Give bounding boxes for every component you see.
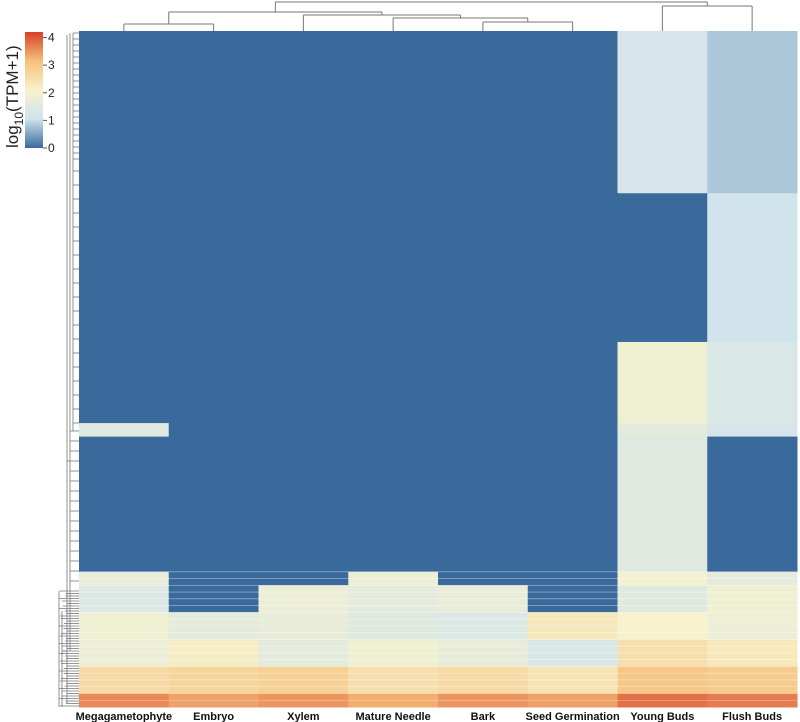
column-label: Young Buds	[630, 711, 694, 722]
heatmap-cell	[258, 341, 349, 424]
heatmap-cell	[79, 31, 170, 194]
heatmap-cell	[707, 423, 798, 438]
heatmap-cell	[438, 31, 529, 194]
heatmap-cell	[348, 436, 439, 573]
column-label: Xylem	[287, 711, 320, 722]
heatmap-cell	[79, 193, 170, 343]
column-label: Seed Germination	[526, 711, 620, 722]
legend-tick-label: 2	[48, 86, 55, 100]
row-dendrogram	[58, 32, 79, 707]
heatmap-cell	[617, 341, 708, 424]
heatmap-cell	[348, 193, 439, 343]
legend-title-sub: 10	[12, 112, 26, 126]
legend-tick-label: 3	[48, 58, 55, 72]
heatmap-cell	[617, 193, 708, 343]
heatmap-cell	[707, 436, 798, 573]
heatmap-cell	[707, 31, 798, 194]
heatmap-cell	[527, 423, 618, 438]
heatmap-cell	[79, 436, 170, 573]
heatmap-cell	[348, 31, 439, 194]
heatmap-cell	[438, 436, 529, 573]
heatmap-cell	[258, 193, 349, 343]
column-label: Flush Buds	[722, 711, 782, 722]
heatmap-cell	[617, 31, 708, 194]
heatmap-cell	[438, 423, 529, 438]
legend-tick-label: 1	[48, 113, 55, 127]
column-label: Bark	[471, 711, 496, 722]
heatmap-cell	[168, 341, 259, 424]
heatmap-cell	[707, 341, 798, 424]
heatmap-cell	[79, 423, 170, 438]
heatmap-cell	[438, 341, 529, 424]
legend-colorbar	[25, 32, 43, 148]
heatmap-cell	[258, 436, 349, 573]
column-label: Mature Needle	[356, 711, 431, 722]
heatmap-cell	[258, 423, 349, 438]
column-labels: Megagametophyte Embryo Xylem Mature Needle B…	[76, 711, 782, 722]
heatmap-cell	[438, 193, 529, 343]
legend-title-rest: (TPM+1)	[3, 45, 22, 112]
heatmap-cell	[707, 193, 798, 343]
legend-tick-label: 0	[48, 141, 55, 155]
heatmap-cell	[168, 31, 259, 194]
heatmap-cell	[168, 193, 259, 343]
legend-title: log10(TPM+1)	[3, 45, 26, 148]
legend-title-main: log	[3, 125, 22, 148]
column-label: Megagametophyte	[76, 711, 173, 722]
heatmap-cell	[527, 341, 618, 424]
heatmap-cell	[348, 423, 439, 438]
heatmap-cell	[527, 193, 618, 343]
heatmap-cell	[168, 423, 259, 438]
legend-ticks: 4 3 2 1 0	[43, 31, 55, 155]
heatmap-cell	[79, 341, 170, 424]
heatmap-cell	[168, 436, 259, 573]
heatmap-cell	[527, 436, 618, 573]
heatmap-cell	[258, 31, 349, 194]
heatmap-cells	[79, 31, 798, 708]
column-dendrogram	[123, 1, 753, 31]
legend-tick-label: 4	[48, 31, 55, 45]
heatmap-cell	[617, 436, 708, 573]
heatmap-cell	[348, 341, 439, 424]
heatmap-cell	[527, 31, 618, 194]
column-label: Embryo	[193, 711, 234, 722]
heatmap-cell	[617, 423, 708, 438]
